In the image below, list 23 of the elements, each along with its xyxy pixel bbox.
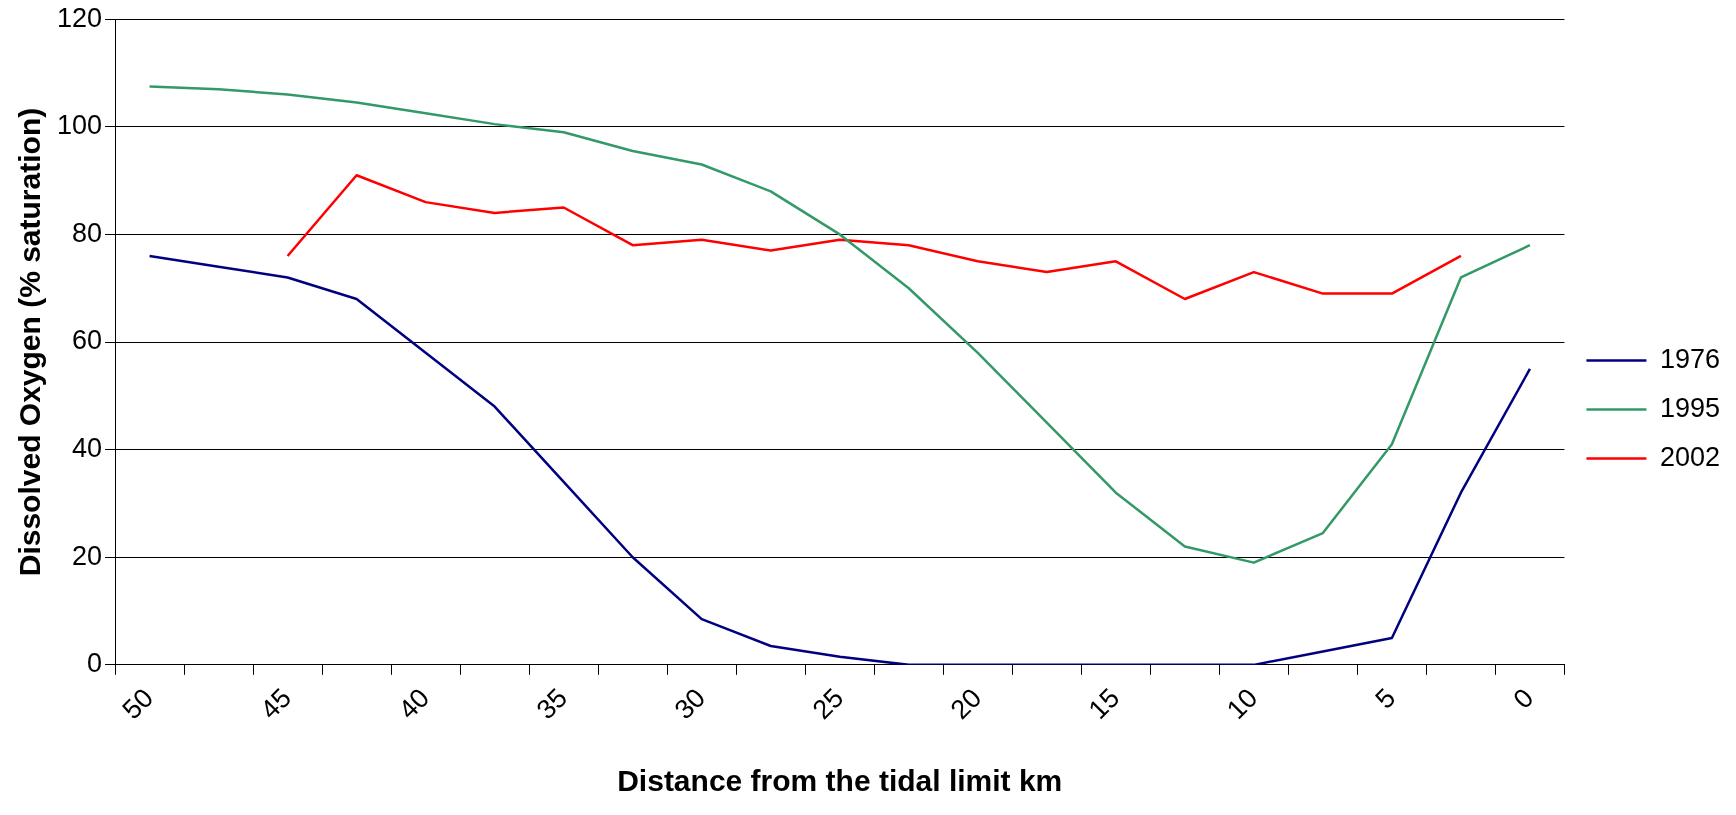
y-tick-label: 80 [72, 217, 103, 248]
x-tick-label: 20 [944, 682, 988, 726]
x-tick-label: 45 [254, 682, 298, 726]
x-tick-label: 15 [1082, 682, 1126, 726]
x-tick-label: 35 [530, 682, 574, 726]
y-tick-label: 100 [56, 110, 103, 141]
y-tick-label: 60 [72, 325, 103, 356]
legend-label: 2002 [1659, 441, 1721, 472]
y-tick-label: 20 [72, 540, 103, 571]
x-axis-title: Distance from the tidal limit km [617, 764, 1063, 798]
x-tick-label: 40 [392, 682, 436, 726]
y-tick-label: 0 [87, 648, 103, 679]
y-tick-label: 40 [72, 433, 103, 464]
legend-label: 1976 [1659, 343, 1721, 374]
y-axis-title: Dissolved Oxygen (% saturation) [13, 107, 47, 577]
x-tick-label: 0 [1507, 682, 1540, 715]
x-tick-label: 30 [668, 682, 712, 726]
x-tick-label: 50 [116, 682, 160, 726]
y-tick-label: 120 [56, 2, 103, 33]
x-tick-label: 10 [1220, 682, 1264, 726]
x-tick-label: 5 [1369, 682, 1402, 715]
legend-label: 1995 [1659, 392, 1721, 423]
x-tick-label: 25 [806, 682, 850, 726]
